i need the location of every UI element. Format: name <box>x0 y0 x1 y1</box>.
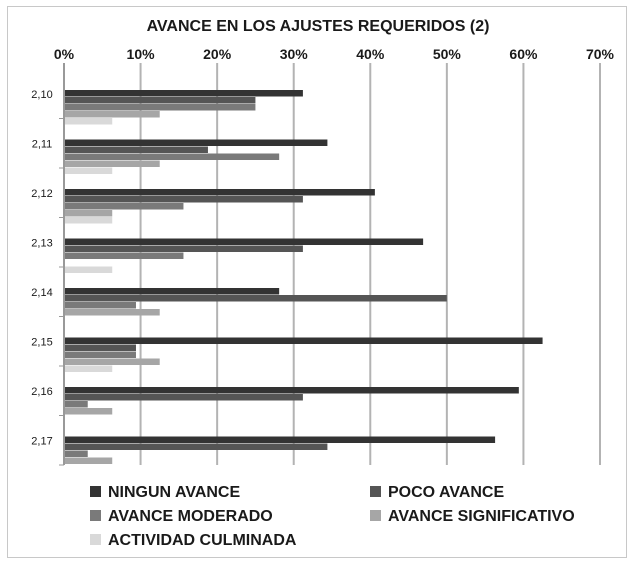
legend-label: AVANCE MODERADO <box>108 508 273 525</box>
bar <box>64 387 519 394</box>
bar <box>64 238 424 245</box>
bar <box>64 365 113 372</box>
bar <box>64 167 113 174</box>
bar <box>64 351 136 358</box>
bar <box>64 245 303 252</box>
bar <box>64 401 88 408</box>
legend-label: AVANCE SIGNIFICATIVO <box>388 508 575 525</box>
bar <box>64 153 280 160</box>
y-tick-labels: 2,10 2,11 2,12 2,13 2,14 2,15 2,16 2,17 <box>31 89 52 448</box>
legend-swatch <box>90 534 101 545</box>
y-tick-label: 2,16 <box>31 386 52 398</box>
bar <box>64 139 328 146</box>
bar <box>64 266 113 273</box>
legend-label: NINGUN AVANCE <box>108 484 240 501</box>
bar <box>64 394 303 401</box>
bar <box>64 309 160 316</box>
bar <box>64 210 113 217</box>
bar <box>64 111 160 118</box>
x-tick-label: 0% <box>54 46 75 62</box>
chart: AVANCE EN LOS AJUSTES REQUERIDOS (2) 0% 1… <box>31 18 615 549</box>
y-tick-label: 2,13 <box>31 237 52 249</box>
legend-swatch <box>90 510 101 521</box>
legend-label: ACTIVIDAD CULMINADA <box>108 532 297 549</box>
legend: NINGUN AVANCE POCO AVANCE AVANCE MODERADO A… <box>90 484 575 549</box>
bar <box>64 457 113 464</box>
bar <box>64 252 184 259</box>
bar <box>64 97 256 104</box>
x-tick-label: 50% <box>433 46 462 62</box>
bar <box>64 295 447 302</box>
y-tick-label: 2,17 <box>31 435 52 447</box>
bar <box>64 203 184 210</box>
bar <box>64 189 375 196</box>
x-tick-label: 10% <box>127 46 156 62</box>
grid-layer <box>139 63 601 465</box>
x-tick-label: 70% <box>586 46 615 62</box>
bar <box>64 436 496 443</box>
x-tick-label: 60% <box>509 46 538 62</box>
bar <box>64 358 160 365</box>
chart-frame: AVANCE EN LOS AJUSTES REQUERIDOS (2) 0% 1… <box>7 6 627 558</box>
bar <box>64 160 160 167</box>
x-tick-labels: 0% 10% 20% 30% 40% 50% 60% 70% <box>54 46 615 62</box>
x-tick-label: 40% <box>356 46 385 62</box>
y-tick-label: 2,12 <box>31 188 52 200</box>
bar <box>64 217 113 224</box>
bar <box>64 196 303 203</box>
bar <box>64 146 208 153</box>
bar <box>64 118 113 125</box>
bar <box>64 302 136 309</box>
bar <box>64 104 256 111</box>
y-tick-label: 2,15 <box>31 336 52 348</box>
x-tick-label: 20% <box>203 46 232 62</box>
bar <box>64 450 88 457</box>
y-tick-label: 2,14 <box>31 287 52 299</box>
chart-title: AVANCE EN LOS AJUSTES REQUERIDOS (2) <box>147 18 490 35</box>
bar <box>64 337 543 344</box>
legend-swatch <box>90 486 101 497</box>
x-tick-label: 30% <box>280 46 309 62</box>
bar-layer <box>64 90 543 464</box>
legend-label: POCO AVANCE <box>388 484 504 501</box>
bar <box>64 90 303 97</box>
y-tick-label: 2,11 <box>32 138 53 150</box>
axis-layer <box>59 63 65 466</box>
bar <box>64 408 113 415</box>
y-tick-label: 2,10 <box>31 89 52 101</box>
legend-swatch <box>370 486 381 497</box>
bar <box>64 288 280 295</box>
legend-swatch <box>370 510 381 521</box>
bar <box>64 443 328 450</box>
bar <box>64 344 136 351</box>
